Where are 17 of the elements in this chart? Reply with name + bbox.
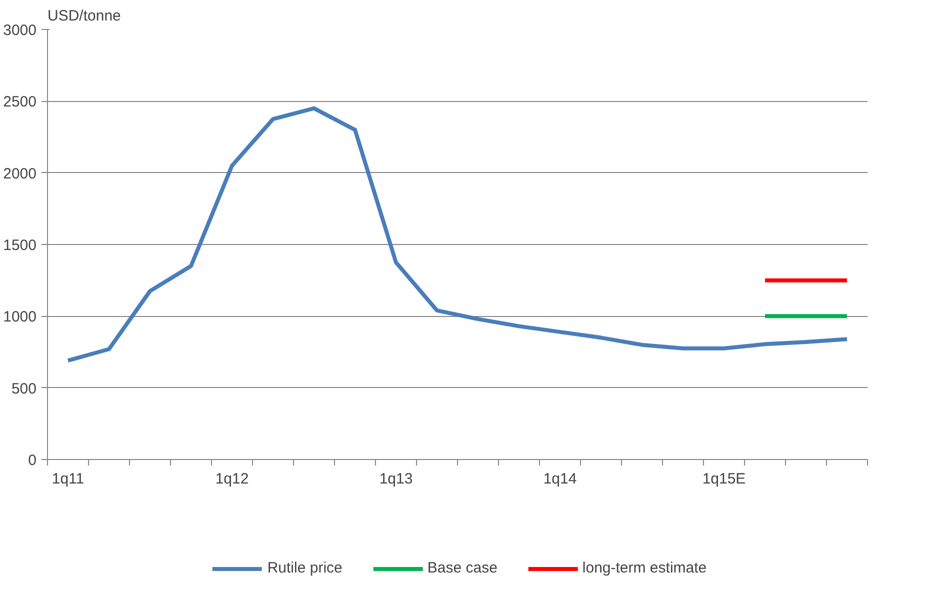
y-tick-label: 1500 xyxy=(3,237,37,254)
x-tick-label: 1q13 xyxy=(379,470,413,488)
y-tick-label: 0 xyxy=(28,452,36,469)
y-axis-title: USD/tonne xyxy=(48,8,121,24)
legend-label: Rutile price xyxy=(267,560,342,577)
y-tick-label: 1000 xyxy=(3,308,37,326)
x-tick-label: 1q11 xyxy=(52,470,84,488)
legend-label: long-term estimate xyxy=(582,560,707,577)
line-series xyxy=(66,106,849,363)
x-tick-label: 1q15E xyxy=(702,470,746,488)
x-tick-label: 1q14 xyxy=(543,470,577,488)
y-tick-label: 2000 xyxy=(3,165,37,182)
y-tick-label: 2500 xyxy=(3,94,37,111)
legend-label: Base case xyxy=(427,560,498,577)
y-tick-label: 500 xyxy=(11,380,37,398)
x-tick-label: 1q12 xyxy=(215,470,249,488)
y-tick-label: 3000 xyxy=(3,22,37,39)
